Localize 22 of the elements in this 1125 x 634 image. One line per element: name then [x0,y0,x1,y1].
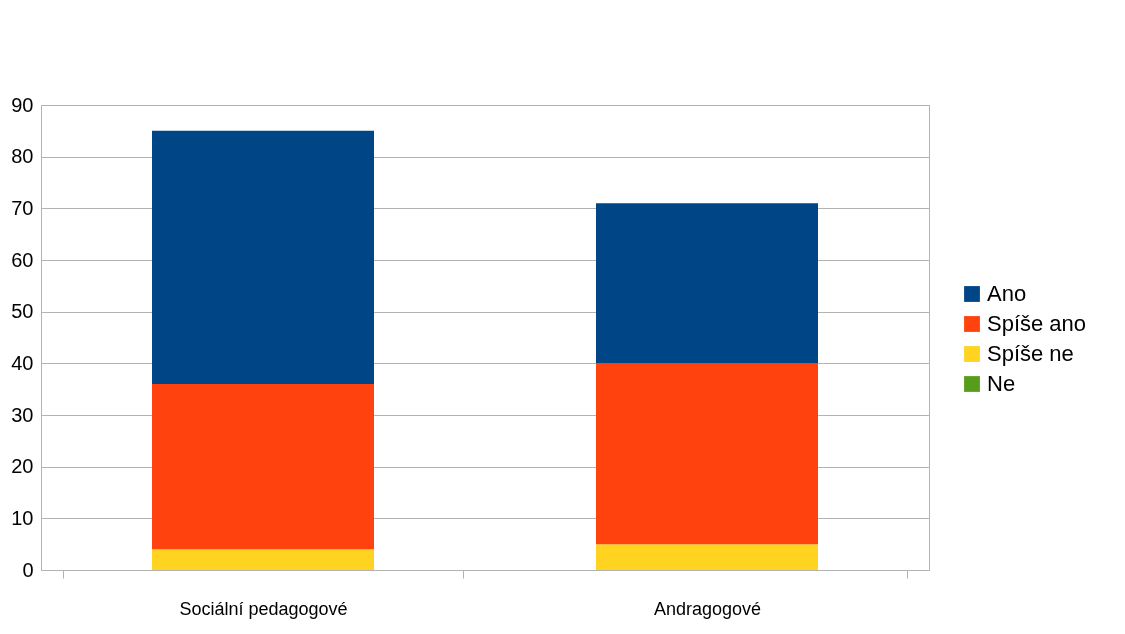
x-tick-label: Andragogové [653,598,762,619]
legend-label: Ano [987,281,1027,306]
legend-label: Ne [987,371,1016,396]
bar [152,130,374,384]
legend-label: Spíše ne [987,341,1074,366]
y-tick-label: 90 [11,93,34,116]
x-tick-label: Sociální pedagogové [179,598,348,619]
y-tick-label: 70 [11,196,34,219]
bar [596,544,818,570]
y-tick-label: 60 [11,248,34,271]
y-tick-label: 40 [11,351,34,374]
y-tick-label: 30 [11,403,34,426]
bar [596,203,818,364]
y-tick-label: 50 [11,300,34,323]
y-tick-label: 80 [11,145,34,168]
legend-label: Spíše ano [987,311,1087,336]
y-tick-label: 20 [11,455,34,478]
y-tick-label: 10 [11,506,34,529]
bar [596,363,818,545]
y-tick-label: 0 [22,558,34,581]
bar [152,549,374,570]
bar [152,384,374,550]
